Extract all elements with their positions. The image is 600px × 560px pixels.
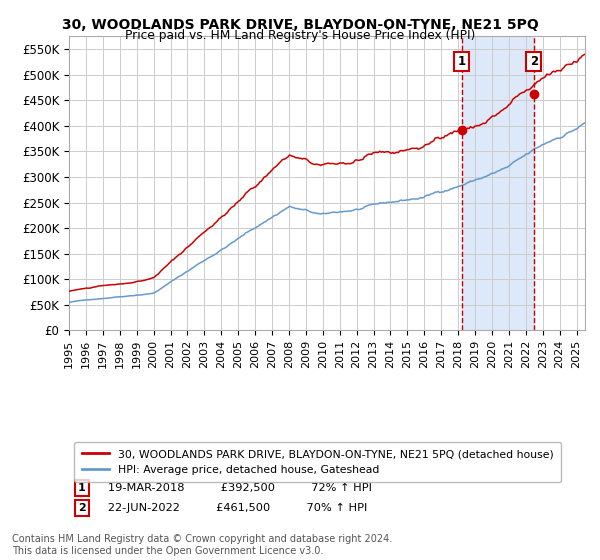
- Text: 2: 2: [530, 55, 538, 68]
- Text: 1: 1: [78, 483, 86, 493]
- Bar: [461, 36, 534, 330]
- Text: 30, WOODLANDS PARK DRIVE, BLAYDON-ON-TYNE, NE21 5PQ: 30, WOODLANDS PARK DRIVE, BLAYDON-ON-TYN…: [62, 18, 538, 32]
- Text: 22-JUN-2022          £461,500          70% ↑ HPI: 22-JUN-2022 £461,500 70% ↑ HPI: [97, 503, 368, 514]
- Text: 1: 1: [458, 55, 466, 68]
- Text: Contains HM Land Registry data © Crown copyright and database right 2024.
This d: Contains HM Land Registry data © Crown c…: [12, 534, 392, 556]
- Legend: 30, WOODLANDS PARK DRIVE, BLAYDON-ON-TYNE, NE21 5PQ (detached house), HPI: Avera: 30, WOODLANDS PARK DRIVE, BLAYDON-ON-TYN…: [74, 442, 561, 482]
- Text: 19-MAR-2018          £392,500          72% ↑ HPI: 19-MAR-2018 £392,500 72% ↑ HPI: [97, 483, 373, 493]
- Text: Price paid vs. HM Land Registry's House Price Index (HPI): Price paid vs. HM Land Registry's House …: [125, 29, 475, 42]
- Text: 2: 2: [78, 503, 86, 514]
